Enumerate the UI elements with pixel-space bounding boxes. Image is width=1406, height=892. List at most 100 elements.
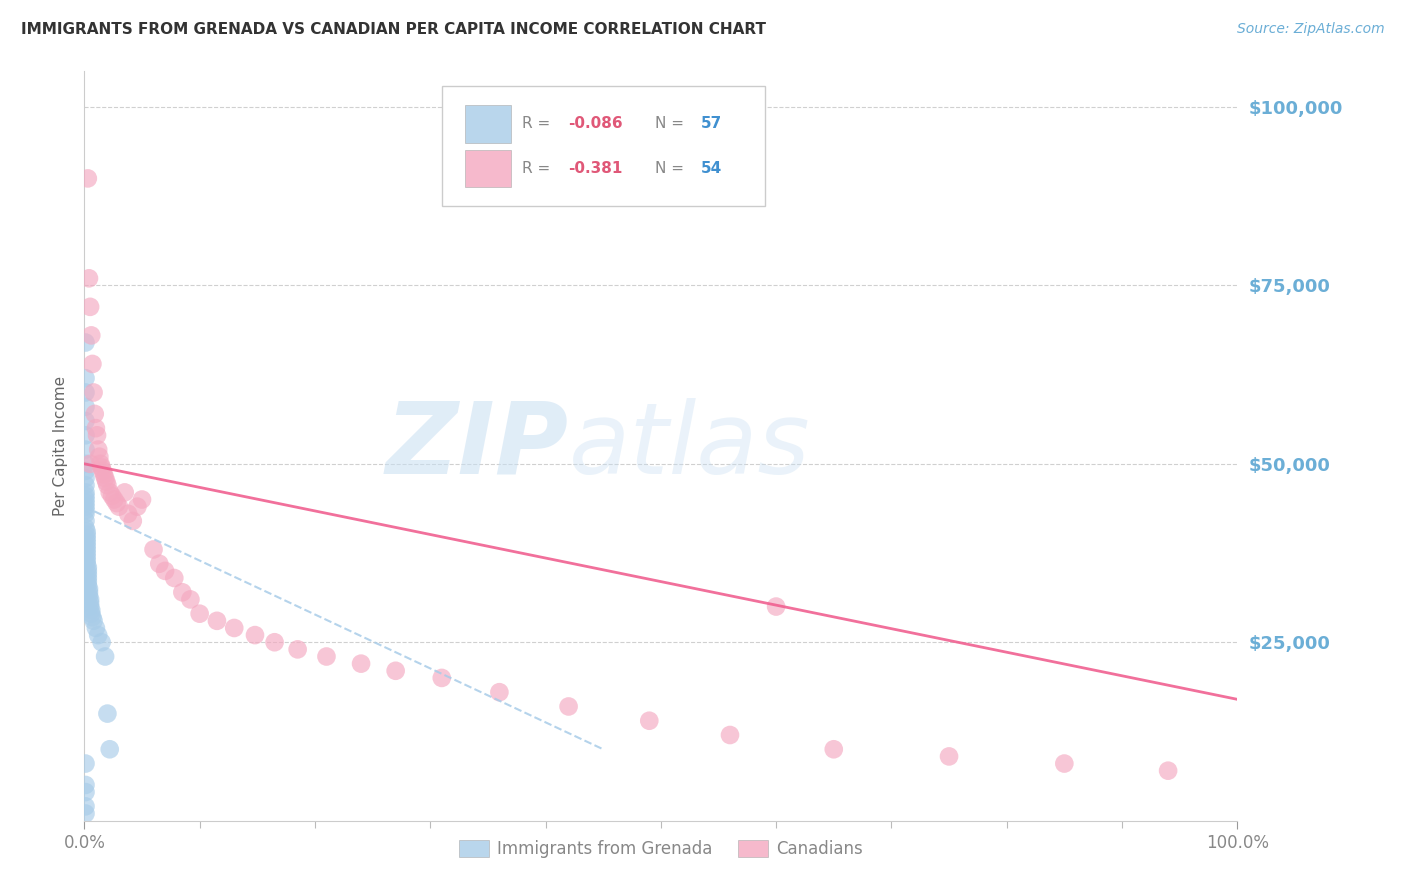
Point [75, 778, 97, 792]
Text: 54: 54 [702, 161, 723, 177]
Point [384, 664, 406, 678]
Point [75, 496, 97, 510]
Point [76, 524, 98, 539]
Point [76, 535, 98, 549]
Point [163, 571, 186, 585]
Point [108, 500, 131, 514]
Point [938, 749, 960, 764]
Point [87, 442, 110, 457]
Point [76, 539, 98, 553]
Point [76, 171, 98, 186]
Point [350, 657, 373, 671]
Text: N =: N = [655, 161, 689, 177]
Point [90, 635, 112, 649]
Point [75, 806, 97, 821]
Y-axis label: Per Capita Income: Per Capita Income [52, 376, 67, 516]
Point [87, 628, 110, 642]
Point [488, 685, 510, 699]
Point [75, 756, 97, 771]
Point [315, 649, 337, 664]
Point [76, 528, 98, 542]
Point [76, 574, 98, 589]
Text: 57: 57 [702, 116, 723, 131]
Point [86, 428, 108, 442]
Point [179, 592, 201, 607]
Point [823, 742, 845, 756]
Point [76, 578, 98, 592]
Point [75, 507, 97, 521]
Point [765, 599, 787, 614]
Point [89, 457, 111, 471]
Text: ZIP: ZIP [385, 398, 568, 494]
Point [75, 514, 97, 528]
FancyBboxPatch shape [441, 87, 765, 206]
Bar [465, 150, 510, 187]
Point [101, 489, 124, 503]
Point [83, 385, 105, 400]
Point [79, 592, 101, 607]
Point [430, 671, 453, 685]
Point [80, 603, 103, 617]
Point [75, 500, 97, 514]
Point [80, 607, 103, 621]
Point [96, 475, 118, 489]
Point [287, 642, 309, 657]
Point [153, 564, 176, 578]
Point [75, 371, 97, 385]
Text: -0.086: -0.086 [568, 116, 623, 131]
Point [114, 485, 136, 500]
Point [98, 485, 121, 500]
Point [84, 421, 107, 435]
Text: N =: N = [655, 116, 689, 131]
Point [148, 557, 170, 571]
Text: Source: ZipAtlas.com: Source: ZipAtlas.com [1237, 22, 1385, 37]
Point [127, 500, 149, 514]
Point [90, 460, 112, 475]
Point [224, 621, 246, 635]
Point [79, 599, 101, 614]
Point [117, 507, 139, 521]
Point [75, 428, 97, 442]
Point [75, 489, 97, 503]
Point [75, 457, 97, 471]
Point [188, 607, 211, 621]
Point [718, 728, 741, 742]
Point [76, 542, 98, 557]
Point [82, 357, 104, 371]
Text: atlas: atlas [568, 398, 810, 494]
Point [75, 464, 97, 478]
Point [75, 385, 97, 400]
Point [75, 471, 97, 485]
Point [76, 560, 98, 574]
Point [94, 649, 117, 664]
Point [98, 742, 121, 756]
Point [77, 582, 100, 596]
Point [79, 457, 101, 471]
Point [83, 614, 105, 628]
Point [1157, 764, 1180, 778]
Point [75, 335, 97, 350]
Point [76, 567, 98, 582]
Point [77, 585, 100, 599]
Point [131, 492, 153, 507]
Point [82, 610, 104, 624]
Point [1053, 756, 1076, 771]
Point [77, 589, 100, 603]
Text: R =: R = [523, 161, 555, 177]
Point [80, 328, 103, 343]
Point [243, 628, 266, 642]
Bar [465, 105, 510, 143]
Point [76, 546, 98, 560]
Point [94, 471, 117, 485]
Point [79, 596, 101, 610]
Point [91, 464, 114, 478]
Point [75, 503, 97, 517]
Point [142, 542, 165, 557]
Point [75, 492, 97, 507]
Point [75, 414, 97, 428]
Text: -0.381: -0.381 [568, 161, 623, 177]
Point [76, 571, 98, 585]
Point [96, 478, 118, 492]
Text: R =: R = [523, 116, 555, 131]
Point [76, 553, 98, 567]
